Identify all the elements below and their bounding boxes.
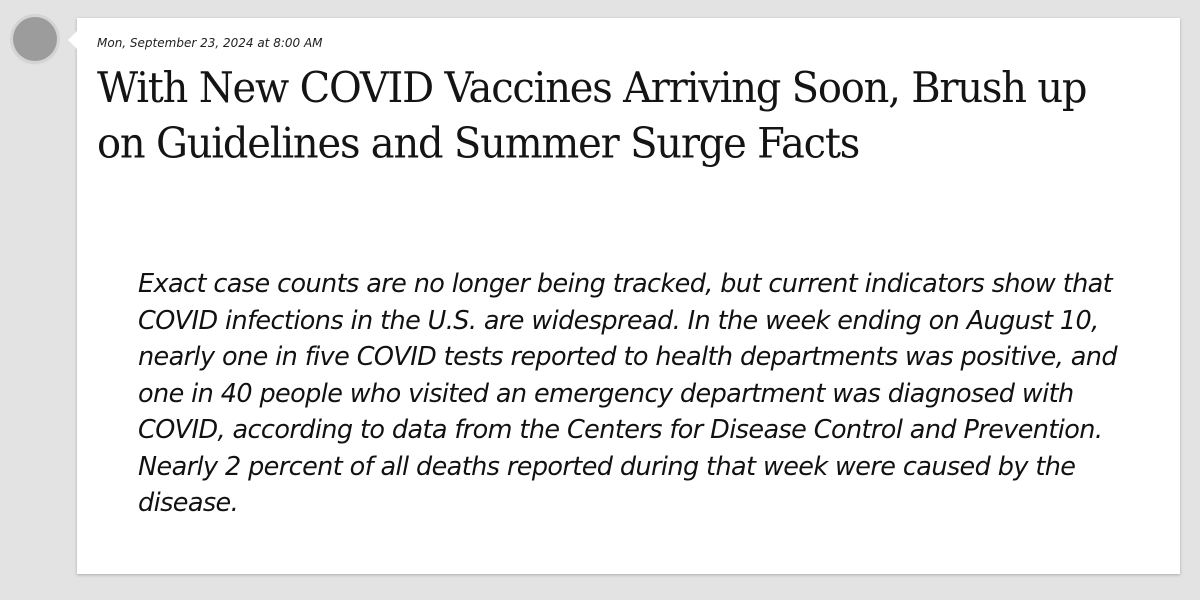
post-timestamp: Mon, September 23, 2024 at 8:00 AM	[97, 36, 323, 50]
post-headline[interactable]: With New COVID Vaccines Arriving Soon, B…	[97, 64, 1087, 169]
card-pointer	[68, 31, 77, 49]
post-quote: Exact case counts are no longer being tr…	[138, 269, 1118, 518]
post-card: Mon, September 23, 2024 at 8:00 AM With …	[68, 18, 1180, 574]
avatar[interactable]	[13, 17, 57, 61]
